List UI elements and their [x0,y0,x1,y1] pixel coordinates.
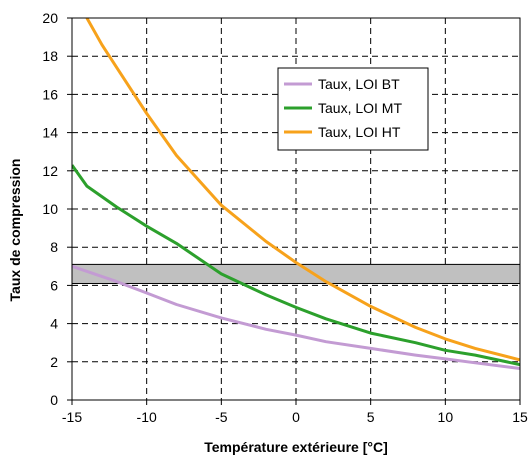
legend-entry-bt: Taux, LOI BT [284,76,400,92]
legend-entry-ht: Taux, LOI HT [284,124,401,140]
legend-entry-mt: Taux, LOI MT [284,100,402,116]
x-axis-title: Température extérieure [°C] [204,439,388,455]
series-layer [72,18,520,370]
legend-label-bt: Taux, LOI BT [318,76,400,92]
y-tick-label: 4 [50,316,58,332]
x-tick-label: 10 [438,409,454,425]
x-tick-label: 0 [292,409,300,425]
y-tick-label: 8 [50,239,58,255]
x-tick-label: -5 [215,409,228,425]
y-tick-label: 2 [50,354,58,370]
series-line-2 [85,18,520,362]
x-tick-label: -15 [62,409,82,425]
y-tick-label: 12 [42,163,58,179]
x-tick-label: 5 [367,409,375,425]
y-tick-label: 14 [42,125,58,141]
series-line-0 [72,264,520,370]
x-tick-label: 15 [512,409,528,425]
x-tick-label: -10 [137,409,157,425]
legend: Taux, LOI BT Taux, LOI MT Taux, LOI HT [277,67,429,151]
y-tick-label: 20 [42,10,58,26]
axes: -15 -10 -5 0 5 10 15 0 2 4 6 8 10 12 14 16 18 20 [42,10,528,425]
comfort-band [71,263,521,284]
y-tick-label: 16 [42,86,58,102]
y-tick-label: 6 [50,277,58,293]
legend-label-mt: Taux, LOI MT [318,100,402,116]
legend-label-ht: Taux, LOI HT [318,124,401,140]
y-tick-label: 10 [42,201,58,217]
y-axis-title: Taux de compression [7,159,23,302]
y-tick-label: 18 [42,48,58,64]
comfort-band-layer [71,263,521,284]
y-tick-label: 0 [50,392,58,408]
series-line-1 [72,164,520,367]
